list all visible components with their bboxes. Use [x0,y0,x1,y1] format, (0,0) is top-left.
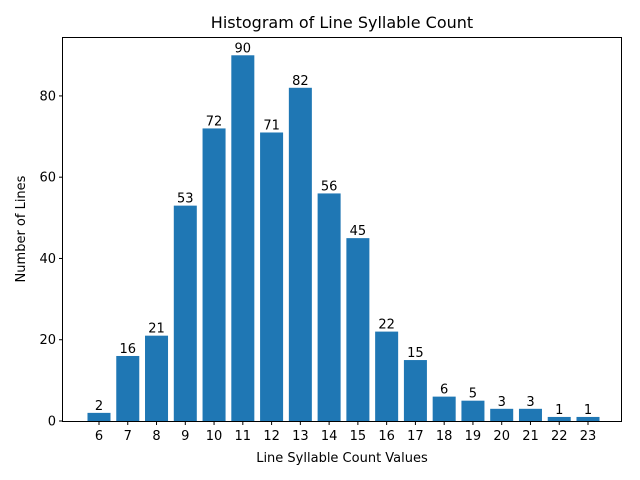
bar-14 [317,193,341,421]
x-tick-label-10: 10 [206,429,223,444]
x-tick-label-18: 18 [436,429,453,444]
x-tick-label-14: 14 [321,429,338,444]
bar-value-label-10: 72 [206,114,223,129]
bar-value-label-21: 3 [526,395,534,410]
chart-title: Histogram of Line Syllable Count [211,13,473,32]
y-tick-label-40: 40 [39,252,56,267]
x-tick-label-9: 9 [181,429,189,444]
bar-8 [145,335,169,421]
x-tick-label-11: 11 [235,429,252,444]
bar-value-label-9: 53 [177,192,194,207]
x-tick-label-20: 20 [493,429,510,444]
bar-21 [518,408,542,421]
x-tick-label-7: 7 [124,429,132,444]
x-tick-label-16: 16 [378,429,395,444]
bar-value-label-23: 1 [584,403,592,418]
bar-value-label-19: 5 [469,387,477,402]
x-tick-label-13: 13 [292,429,309,444]
bar-11 [231,55,255,421]
bar-6 [87,412,111,421]
x-tick-label-22: 22 [551,429,568,444]
y-tick-label-0: 0 [48,415,56,430]
bar-10 [202,128,226,421]
x-tick-label-6: 6 [95,429,103,444]
plot-frame [62,37,622,422]
bar-value-label-15: 45 [350,224,367,239]
bar-12 [260,132,284,422]
x-tick-label-8: 8 [152,429,160,444]
bar-18 [432,396,456,421]
bar-17 [403,360,427,421]
bar-value-label-17: 15 [407,346,424,361]
bar-value-label-20: 3 [498,395,506,410]
bar-7 [116,355,140,421]
bar-value-label-13: 82 [292,74,309,89]
bar-value-label-16: 22 [378,318,395,333]
y-tick-label-80: 80 [39,89,56,104]
bar-22 [547,416,571,421]
bar-13 [288,87,312,421]
x-tick-label-15: 15 [350,429,367,444]
bar-9 [173,205,197,421]
bar-23 [576,416,600,421]
bar-20 [490,408,514,421]
x-tick-label-21: 21 [522,429,539,444]
bar-value-label-7: 16 [119,342,136,357]
bar-value-label-12: 71 [263,118,280,133]
x-tick-label-19: 19 [465,429,482,444]
x-tick-label-12: 12 [263,429,280,444]
bar-15 [346,238,370,421]
y-tick-label-20: 20 [39,333,56,348]
bar-value-label-8: 21 [148,322,165,337]
bar-value-label-18: 6 [440,383,448,398]
bar-value-label-11: 90 [235,41,252,56]
bar-value-label-6: 2 [95,399,103,414]
bar-19 [461,400,485,421]
y-tick-label-60: 60 [39,171,56,186]
x-tick-label-17: 17 [407,429,424,444]
bar-value-label-22: 1 [555,403,563,418]
x-tick-label-23: 23 [580,429,597,444]
y-axis-label: Number of Lines [14,175,29,282]
bars-group [87,55,600,422]
x-axis-ticks: 6 7 8 9 10 11 12 13 14 15 16 17 18 19 20 21 22 23 [95,421,596,444]
y-axis-ticks: 0 20 40 60 80 [39,89,63,430]
x-axis-label: Line Syllable Count Values [256,451,428,466]
bar-value-label-14: 56 [321,179,338,194]
bar-16 [375,331,399,421]
